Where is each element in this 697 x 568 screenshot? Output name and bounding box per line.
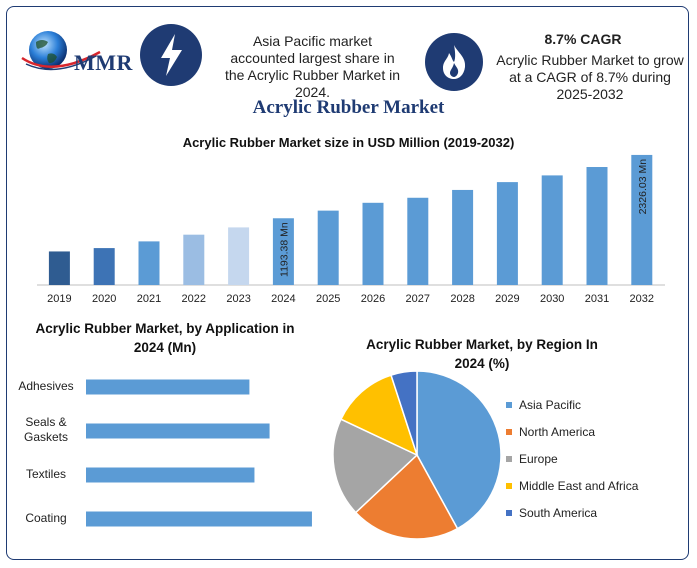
bar-2031 [586,167,608,285]
bar-2028 [452,189,474,285]
bar-2027 [407,197,429,285]
main-title: Acrylic Rubber Market [252,97,445,118]
bar-2029 [496,182,518,285]
legend-item: South America [506,499,638,526]
x-tick-2027: 2027 [406,293,430,305]
legend-swatch [506,509,512,516]
slice-middle-east-and-africa [339,374,419,457]
category-label: Adhesives [18,378,74,393]
logo-text: MMR [74,50,133,75]
lightning-bolt-icon [140,24,202,86]
bar-2026 [362,202,384,285]
legend-item: North America [506,418,638,445]
bar-2022 [183,234,205,285]
x-tick-2032: 2032 [630,293,654,305]
globe-icon [21,31,101,71]
slice-asia-pacific [416,370,502,530]
flame-icon [425,33,483,91]
x-tick-2029: 2029 [495,293,519,305]
cagr-label: 8.7% CAGR [544,31,622,47]
category-label: Coating [25,510,67,525]
bar-2025 [317,210,339,285]
legend-swatch [506,455,512,462]
bar-2032 [631,154,653,285]
region-legend: Asia Pacific North America Europe Middle Ea… [506,391,638,526]
hbar-seals-gaskets [86,423,270,439]
bar-2030 [541,175,563,285]
legend-label: North America [519,424,596,439]
legend-label: Asia Pacific [519,397,582,412]
legend-label: Middle East and Africa [519,478,639,493]
hbar-coating [86,511,312,527]
bar-2020 [93,248,115,285]
category-label: Textiles [25,466,66,481]
region-chart-title: Acrylic Rubber Market, by Region In 2024… [366,337,598,371]
x-tick-2023: 2023 [226,293,250,305]
x-tick-2028: 2028 [450,293,474,305]
legend-item: Middle East and Africa [506,472,638,499]
asia-pacific-highlight: Asia Pacific market accounted largest sh… [224,33,401,100]
slice-south-america [390,370,418,456]
slice-north-america [354,453,459,540]
legend-label: South America [519,505,598,520]
bar-2019 [48,251,70,285]
legend-swatch [506,482,512,489]
x-tick-2026: 2026 [361,293,385,305]
hbar-textiles [86,467,255,483]
bar-2021 [138,241,160,285]
x-tick-2020: 2020 [92,293,116,305]
legend-label: Europe [519,451,558,466]
cagr-description: Acrylic Rubber Market to grow at a CAGR … [496,52,684,102]
category-label: Seals & Gaskets [23,415,68,444]
x-tick-2019: 2019 [47,293,71,305]
data-label-2024: 1193.38 Mn [278,222,290,277]
application-chart-title: Acrylic Rubber Market, by Application in… [35,321,295,355]
slice-europe [332,418,419,514]
legend-item: Asia Pacific [506,391,638,418]
bar-2024 [272,218,294,285]
legend-item: Europe [506,445,638,472]
bar-chart-title: Acrylic Rubber Market size in USD Millio… [182,135,515,150]
bar-2023 [228,227,250,285]
hbar-adhesives [86,379,250,395]
x-tick-2024: 2024 [271,293,295,305]
x-tick-2030: 2030 [540,293,564,305]
x-tick-2031: 2031 [585,293,609,305]
x-tick-2021: 2021 [137,293,161,305]
x-tick-2022: 2022 [182,293,206,305]
data-label-2032: 2326.03 Mn [637,159,649,215]
legend-swatch [506,428,512,435]
x-tick-2025: 2025 [316,293,340,305]
legend-swatch [506,401,512,408]
